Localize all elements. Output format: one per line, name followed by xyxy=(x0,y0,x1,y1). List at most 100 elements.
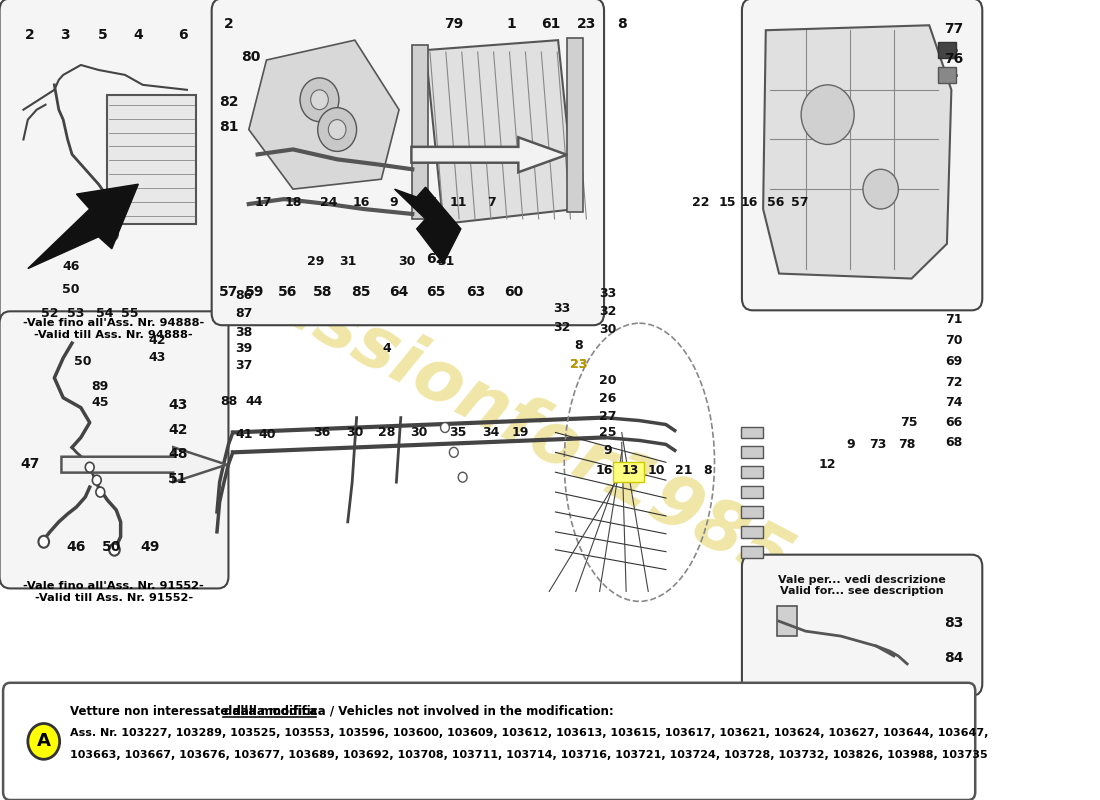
Text: 57: 57 xyxy=(792,196,808,209)
Text: 64: 64 xyxy=(389,286,409,299)
Circle shape xyxy=(318,108,356,151)
Text: 15: 15 xyxy=(718,196,736,209)
Text: 61: 61 xyxy=(541,18,561,31)
Text: 8: 8 xyxy=(574,339,583,352)
Text: 16: 16 xyxy=(352,196,370,209)
Circle shape xyxy=(39,536,50,548)
Text: 16: 16 xyxy=(595,464,613,477)
Text: 56: 56 xyxy=(278,286,297,299)
Text: 10: 10 xyxy=(648,464,666,477)
Text: 70: 70 xyxy=(945,334,962,347)
Bar xyxy=(741,506,763,518)
Text: 38: 38 xyxy=(235,326,253,339)
Bar xyxy=(778,606,796,636)
Bar xyxy=(741,546,763,558)
Text: 49: 49 xyxy=(140,540,159,554)
Text: 75: 75 xyxy=(901,416,917,429)
Text: 9: 9 xyxy=(604,444,612,457)
Text: 28: 28 xyxy=(378,426,396,439)
Circle shape xyxy=(801,85,855,145)
Text: 42: 42 xyxy=(147,334,165,347)
Text: 7: 7 xyxy=(486,196,495,209)
Text: 21: 21 xyxy=(674,464,692,477)
Text: 56: 56 xyxy=(768,196,784,209)
Circle shape xyxy=(310,90,328,110)
Text: 63: 63 xyxy=(466,286,485,299)
Text: 42: 42 xyxy=(168,422,188,437)
Text: 25: 25 xyxy=(600,426,616,439)
Text: 35: 35 xyxy=(450,426,466,439)
Text: 22: 22 xyxy=(692,196,710,209)
Text: 18: 18 xyxy=(284,196,301,209)
Bar xyxy=(938,67,956,83)
Text: 34: 34 xyxy=(483,426,499,439)
Text: 57: 57 xyxy=(219,286,238,299)
Text: 29: 29 xyxy=(307,254,324,268)
FancyBboxPatch shape xyxy=(3,682,976,800)
Text: 19: 19 xyxy=(512,426,529,439)
Text: 16: 16 xyxy=(741,196,758,209)
Text: Ass. Nr. 103227, 103289, 103525, 103553, 103596, 103600, 103609, 103612, 103613,: Ass. Nr. 103227, 103289, 103525, 103553,… xyxy=(70,729,989,738)
Text: 5: 5 xyxy=(98,28,108,42)
Text: 41: 41 xyxy=(235,428,253,441)
Polygon shape xyxy=(395,187,461,264)
Text: 47: 47 xyxy=(20,458,40,471)
Text: 52: 52 xyxy=(41,307,58,320)
Text: 40: 40 xyxy=(258,428,276,441)
Text: 48: 48 xyxy=(168,447,188,462)
Text: 8: 8 xyxy=(617,18,627,31)
Circle shape xyxy=(328,120,346,139)
Text: 50: 50 xyxy=(74,355,91,368)
Text: 73: 73 xyxy=(869,438,887,450)
Text: 9: 9 xyxy=(389,196,398,209)
Text: passionfor1985: passionfor1985 xyxy=(214,240,803,597)
Text: 103663, 103667, 103676, 103677, 103689, 103692, 103708, 103711, 103714, 103716, : 103663, 103667, 103676, 103677, 103689, … xyxy=(70,750,988,760)
Text: 45: 45 xyxy=(91,396,109,409)
Text: 9: 9 xyxy=(847,438,855,450)
Text: 4: 4 xyxy=(133,28,143,42)
FancyBboxPatch shape xyxy=(0,311,229,589)
Text: 82: 82 xyxy=(219,94,239,109)
Text: 32: 32 xyxy=(553,321,571,334)
Bar xyxy=(412,45,428,219)
Text: 23: 23 xyxy=(570,358,587,371)
Bar xyxy=(741,466,763,478)
Text: 17: 17 xyxy=(255,196,273,209)
Text: 11: 11 xyxy=(449,196,466,209)
Circle shape xyxy=(864,170,899,209)
Text: 4: 4 xyxy=(383,342,392,355)
Text: 20: 20 xyxy=(600,374,616,387)
Text: 50: 50 xyxy=(63,283,80,296)
Text: 80: 80 xyxy=(241,50,261,64)
Text: 89: 89 xyxy=(91,380,109,394)
Text: 69: 69 xyxy=(945,355,962,368)
Text: 3: 3 xyxy=(60,28,69,42)
Text: 46: 46 xyxy=(63,259,80,273)
Text: 72: 72 xyxy=(945,376,962,390)
Bar xyxy=(741,426,763,438)
FancyBboxPatch shape xyxy=(741,0,982,310)
Text: 8: 8 xyxy=(704,464,712,477)
Text: 68: 68 xyxy=(945,436,962,449)
Text: 6: 6 xyxy=(178,28,187,42)
Text: A: A xyxy=(36,732,51,750)
Text: 86: 86 xyxy=(235,289,253,302)
Text: 30: 30 xyxy=(410,426,428,439)
Text: 66: 66 xyxy=(945,416,962,429)
Text: 77: 77 xyxy=(945,22,964,36)
Text: 2: 2 xyxy=(223,18,233,31)
Text: 85: 85 xyxy=(351,286,371,299)
Text: 23: 23 xyxy=(576,18,596,31)
Circle shape xyxy=(441,422,450,433)
Text: 37: 37 xyxy=(235,359,253,372)
Text: 84: 84 xyxy=(944,651,964,665)
Text: 32: 32 xyxy=(600,305,616,318)
Text: 14: 14 xyxy=(420,196,438,209)
Text: 79: 79 xyxy=(444,18,463,31)
Text: 76: 76 xyxy=(945,52,964,66)
Text: 59: 59 xyxy=(245,286,265,299)
Text: 50: 50 xyxy=(102,540,121,554)
Text: 30: 30 xyxy=(600,323,616,336)
FancyBboxPatch shape xyxy=(0,0,229,326)
Bar xyxy=(108,94,196,224)
